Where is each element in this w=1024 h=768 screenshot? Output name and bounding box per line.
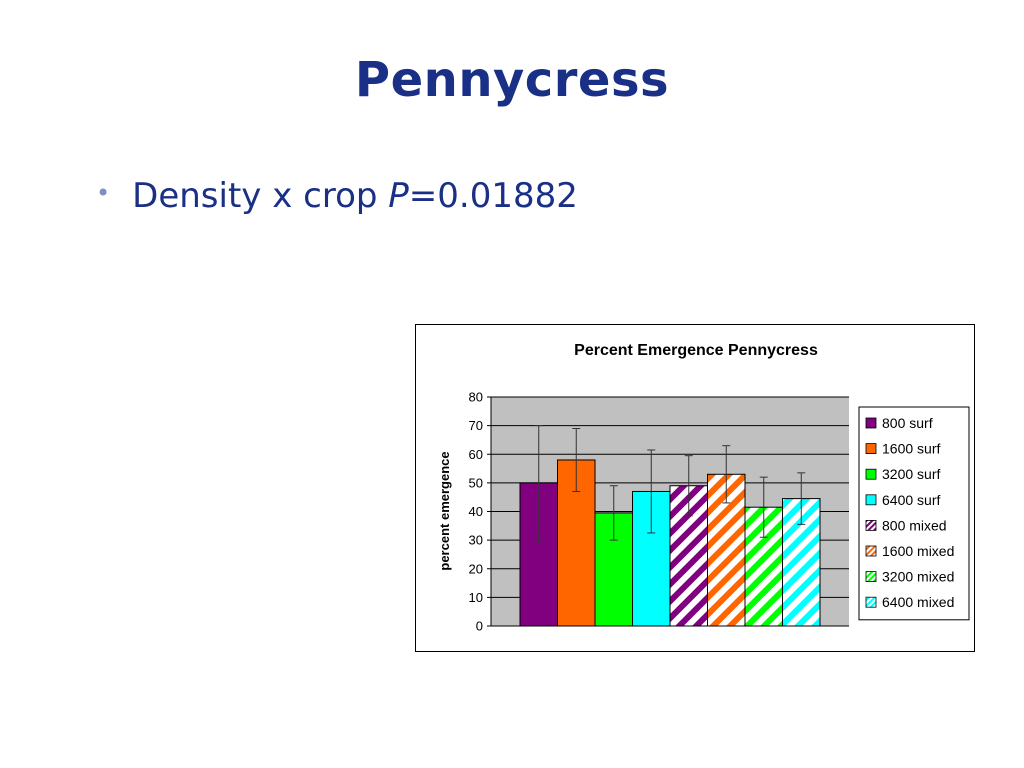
legend-swatch bbox=[865, 494, 877, 506]
bullet-dot-icon: • bbox=[96, 179, 111, 207]
chart-container: Percent Emergence Pennycress percent eme… bbox=[415, 324, 975, 652]
slide-title: Pennycress bbox=[354, 52, 670, 108]
bullet-italic-p: P bbox=[388, 176, 409, 216]
legend-swatch bbox=[865, 571, 877, 583]
bullet-prefix: Density x crop bbox=[132, 176, 389, 216]
legend-label: 6400 surf bbox=[882, 492, 940, 508]
y-tick-label: 0 bbox=[476, 619, 483, 634]
legend-box bbox=[858, 406, 970, 621]
legend: 800 surf 1600 surf 3200 surf 6400 surf 800 m… bbox=[858, 406, 970, 621]
legend-label: 800 surf bbox=[882, 415, 933, 431]
y-tick-label: 10 bbox=[469, 590, 483, 605]
legend-label: 1600 mixed bbox=[882, 543, 954, 559]
legend-swatch bbox=[865, 545, 877, 557]
legend-label: 6400 mixed bbox=[882, 594, 954, 610]
bar-chart: Percent Emergence Pennycress percent eme… bbox=[437, 342, 970, 634]
y-tick-label: 40 bbox=[469, 504, 483, 519]
y-tick-label: 60 bbox=[469, 447, 483, 462]
chart-title: Percent Emergence Pennycress bbox=[574, 342, 818, 359]
legend-label: 800 mixed bbox=[882, 517, 947, 533]
legend-label: 1600 surf bbox=[882, 441, 940, 457]
y-tick-label: 30 bbox=[469, 533, 483, 548]
bullet-suffix: =0.01882 bbox=[408, 176, 578, 216]
bullet-item: • Density x crop P=0.01882 bbox=[96, 176, 578, 216]
legend-swatch bbox=[865, 468, 877, 480]
y-tick-label: 80 bbox=[469, 390, 483, 405]
y-tick-label: 20 bbox=[469, 561, 483, 576]
legend-swatch bbox=[865, 596, 877, 608]
legend-swatch bbox=[865, 519, 877, 531]
y-axis-label: percent emergence bbox=[437, 451, 452, 570]
y-tick-label: 50 bbox=[469, 475, 483, 490]
plot-area: 0 10 20 30 40 50 60 70 80 bbox=[469, 390, 849, 634]
legend-swatch bbox=[865, 417, 877, 429]
legend-label: 3200 mixed bbox=[882, 569, 954, 585]
bullet-text: Density x crop P=0.01882 bbox=[132, 176, 578, 216]
legend-swatch bbox=[865, 443, 877, 454]
y-tick-label: 70 bbox=[469, 418, 483, 433]
legend-label: 3200 surf bbox=[882, 466, 940, 482]
